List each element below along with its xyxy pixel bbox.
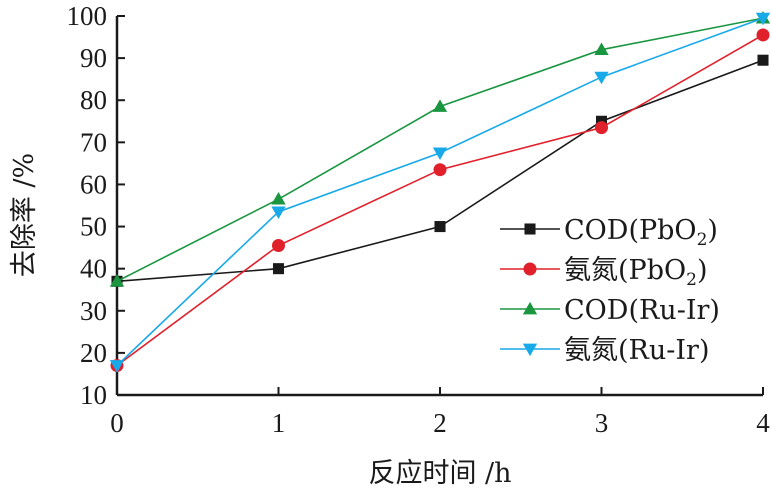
legend-item: 氨氮(Ru-Ir) [500, 335, 709, 366]
legend-label: COD(PbO2) [564, 215, 718, 250]
y-tick-label: 60 [80, 169, 107, 199]
data-point [109, 274, 125, 287]
data-point [595, 121, 608, 135]
y-tick-labels: 10 20 30 40 50 60 70 80 90 100 [67, 1, 125, 410]
y-tick-label: 90 [80, 43, 107, 73]
legend-label-main: 氨氮(PbO [564, 255, 686, 286]
legend-item: COD(Ru-Ir) [500, 295, 720, 326]
data-point [594, 42, 609, 56]
y-axis-title: 去除率 /% [9, 153, 40, 277]
data-point [432, 99, 448, 112]
data-point [434, 221, 446, 233]
y-tick-label: 100 [67, 1, 108, 31]
legend-label-main: COD(PbO [564, 215, 697, 246]
x-axis-title: 反应时间 /h [368, 458, 511, 489]
legend-label-end: ) [697, 255, 708, 286]
legend-label-main: 氨氮(Ru-Ir) [564, 335, 709, 366]
x-tick-label: 2 [433, 408, 447, 438]
legend: COD(PbO2)氨氮(PbO2)COD(Ru-Ir)氨氮(Ru-Ir) [500, 215, 720, 366]
series-3 [109, 12, 771, 373]
legend-label-subscript: 2 [686, 270, 697, 290]
y-tick-label: 80 [80, 85, 107, 115]
legend-label: 氨氮(PbO2) [564, 255, 708, 290]
data-point [272, 263, 285, 275]
data-point [756, 28, 770, 42]
x-tick-label: 0 [110, 408, 124, 438]
data-point [432, 147, 448, 161]
x-tick-label: 4 [756, 408, 770, 438]
data-point [755, 12, 771, 26]
data-point [271, 206, 286, 219]
y-tick-label: 40 [80, 254, 107, 284]
legend-label: 氨氮(Ru-Ir) [564, 335, 709, 366]
y-tick-label: 10 [80, 380, 107, 410]
y-tick-label: 70 [80, 127, 107, 157]
y-tick-label: 30 [80, 296, 107, 326]
legend-label-end: ) [707, 215, 718, 246]
data-point [433, 163, 447, 177]
legend-marker [522, 343, 538, 357]
legend-label-main: COD(Ru-Ir) [564, 295, 720, 326]
data-point [109, 360, 125, 373]
legend-item: COD(PbO2) [500, 215, 718, 250]
legend-label: COD(Ru-Ir) [564, 295, 720, 326]
legend-item: 氨氮(PbO2) [500, 255, 708, 290]
x-tick-label: 3 [595, 408, 609, 438]
x-tick-label: 1 [272, 408, 286, 438]
data-point [594, 71, 609, 85]
legend-label-subscript: 2 [697, 230, 708, 250]
data-point [757, 54, 769, 66]
y-tick-label: 20 [80, 338, 107, 368]
legend-marker [522, 301, 538, 315]
y-tick-label: 50 [80, 212, 107, 242]
data-point [271, 192, 286, 205]
x-tick-labels: 0 1 2 3 4 [110, 387, 770, 438]
legend-marker [523, 262, 537, 276]
series-layer [109, 10, 771, 373]
data-point [272, 239, 285, 253]
legend-marker [524, 223, 536, 235]
